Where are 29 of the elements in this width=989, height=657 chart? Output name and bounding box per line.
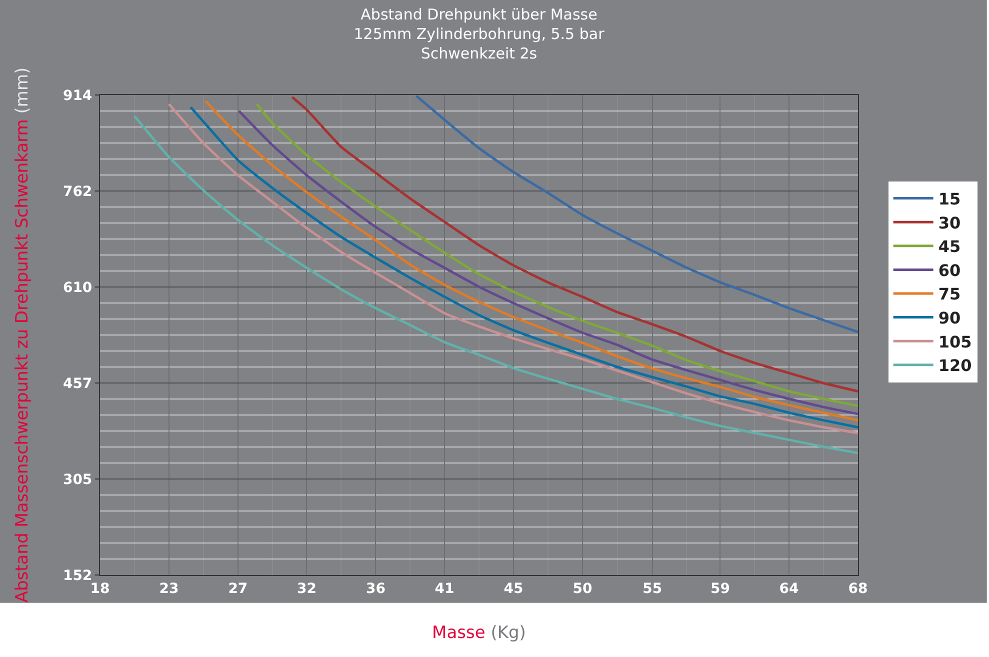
x-tick-label: 36 xyxy=(366,580,386,597)
y-tick-label: 457 xyxy=(62,376,92,392)
x-tick-label: 41 xyxy=(434,580,454,597)
x-tick-label: 27 xyxy=(228,580,248,597)
chart-title: Abstand Drehpunkt über Masse 125mm Zylinderbohrung, 5.5 bar Schwenkzeit 2s xyxy=(354,6,606,63)
legend-label: 45 xyxy=(938,237,961,256)
x-tick-label: 32 xyxy=(297,580,316,597)
y-tick-label: 762 xyxy=(62,184,92,200)
y-tick-label: 610 xyxy=(62,280,92,296)
x-tick-label: 64 xyxy=(779,580,800,597)
x-tick-label: 23 xyxy=(159,580,179,597)
legend-label: 105 xyxy=(938,332,972,352)
y-tick-label: 914 xyxy=(62,88,92,104)
legend-label: 30 xyxy=(938,213,961,232)
legend-label: 60 xyxy=(938,260,961,280)
y-tick-label: 305 xyxy=(62,472,92,488)
x-tick-label: 50 xyxy=(572,580,592,597)
y-tick-label: 152 xyxy=(62,568,92,584)
x-tick-label: 59 xyxy=(710,580,730,597)
legend-label: 120 xyxy=(938,356,972,376)
y-axis-title: Abstand Massenschwerpunkt zu Drehpunkt Schwenkarm (mm) xyxy=(12,67,33,603)
x-axis-title: Masse (Kg) xyxy=(432,623,526,644)
legend-label: 90 xyxy=(938,308,961,328)
x-tick-label: 55 xyxy=(642,580,662,597)
line-series xyxy=(415,95,858,334)
x-tick-label: 68 xyxy=(848,580,868,597)
legend-label: 15 xyxy=(938,190,961,209)
x-tick-label: 18 xyxy=(90,580,110,597)
x-tick-label: 45 xyxy=(504,580,524,597)
